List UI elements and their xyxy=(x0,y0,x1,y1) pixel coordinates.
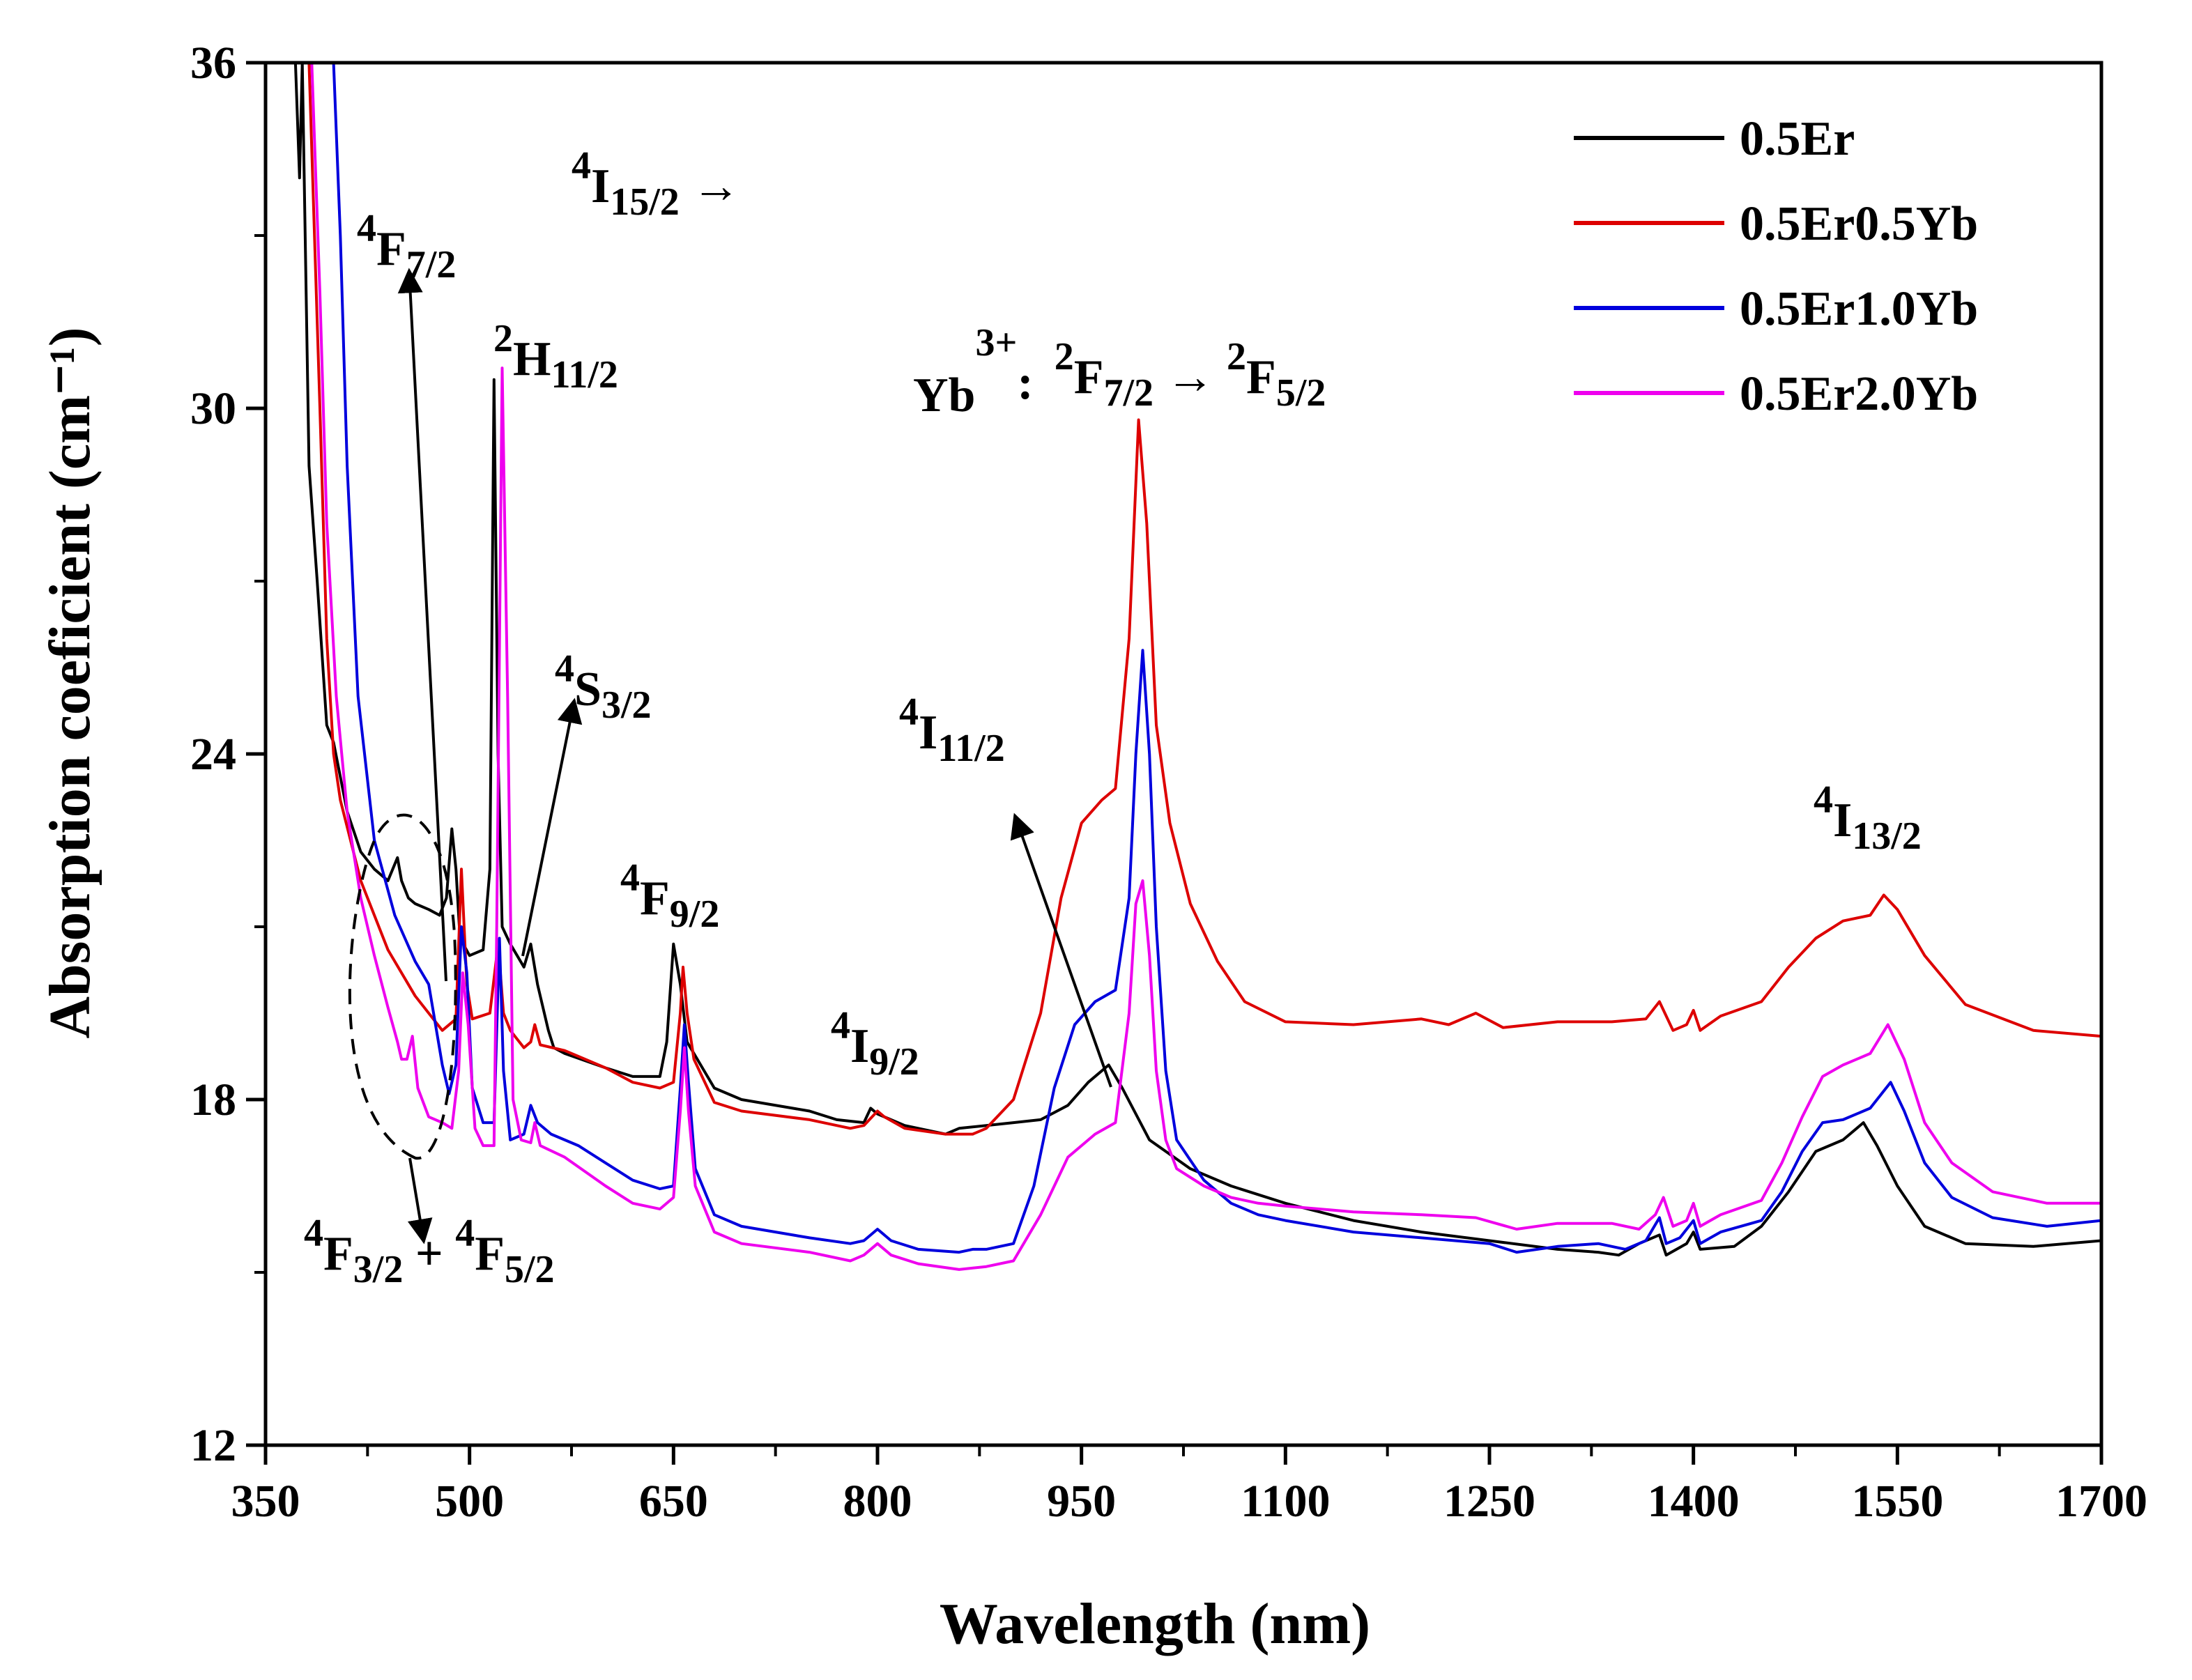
ann-sub: 5/2 xyxy=(505,1248,555,1291)
ann-base: H xyxy=(513,332,551,386)
ann-plus: + xyxy=(403,1227,455,1281)
ann-sup: 4 xyxy=(572,144,591,187)
ann-sub: 5/2 xyxy=(1276,371,1326,415)
ann-sub: 11/2 xyxy=(937,727,1004,770)
series-line-2 xyxy=(332,63,2101,1254)
x-tick-label: 350 xyxy=(231,1476,300,1527)
x-tick-label: 1250 xyxy=(1443,1476,1535,1527)
annotation-4F3/2-4F5/2: 4F3/2 + 4F5/2 xyxy=(304,1212,555,1291)
annotation-2H11/2: 2H11/2 xyxy=(493,317,618,396)
ann-base: I xyxy=(919,706,937,760)
ann-sup: 4 xyxy=(304,1212,323,1255)
ann-sub: 9/2 xyxy=(670,893,720,936)
ann-base: F xyxy=(376,222,406,276)
ann-sub: 15/2 xyxy=(610,180,680,224)
ann-yb-colon: : xyxy=(1017,356,1033,410)
y-axis: 12 18 24 30 36 xyxy=(190,38,266,1471)
x-tick-label: 800 xyxy=(843,1476,912,1527)
ann-sup: 4 xyxy=(831,1004,850,1047)
ann-sub: 9/2 xyxy=(869,1040,919,1084)
legend-label-2: 0.5Er1.0Yb xyxy=(1740,282,1978,336)
ann-sub: 13/2 xyxy=(1852,815,1922,858)
ann-sup: 4 xyxy=(357,207,376,250)
ann-base: F xyxy=(1074,350,1104,404)
ann-sup: 2 xyxy=(1227,335,1246,378)
annotation-4I13/2: 4I13/2 xyxy=(1814,778,1922,858)
y-tick-label: 24 xyxy=(190,729,236,780)
x-axis: 350 500 650 800 950 1100 1250 1400 1550 1700 xyxy=(231,1445,2147,1527)
ann-after: → xyxy=(680,160,741,213)
ann-sup: 2 xyxy=(493,317,513,360)
ann-arrow: → xyxy=(1154,350,1227,404)
ann-sub: 3/2 xyxy=(353,1248,404,1291)
legend-label-0: 0.5Er xyxy=(1740,112,1855,166)
ann-sup: 4 xyxy=(455,1212,475,1255)
plot-frame xyxy=(263,61,2103,1447)
ann-sup: 4 xyxy=(1814,778,1833,822)
x-tick-label: 1550 xyxy=(1851,1476,1943,1527)
ann-sub: 3/2 xyxy=(601,684,652,727)
ann-base: F xyxy=(1246,350,1276,404)
ann-yb-sup: 3+ xyxy=(975,321,1017,364)
y-tick-label: 18 xyxy=(190,1074,236,1125)
legend: 0.5Er 0.5Er0.5Yb 0.5Er1.0Yb 0.5Er2.0Yb xyxy=(1574,112,1978,421)
ann-sup: 4 xyxy=(555,647,574,691)
ann-sub: 11/2 xyxy=(551,353,618,396)
arrow-4F7/2 xyxy=(397,268,447,982)
ann-base: S xyxy=(574,663,601,716)
x-tick-label: 1400 xyxy=(1648,1476,1740,1527)
ann-base: F xyxy=(640,872,670,925)
y-tick-label: 36 xyxy=(190,38,236,88)
annotation-4I11/2: 4I11/2 xyxy=(899,691,1005,770)
series-line-1 xyxy=(307,63,2101,1136)
ann-base: I xyxy=(850,1019,869,1073)
annotation-4F9/2: 4F9/2 xyxy=(620,856,719,936)
series-layer xyxy=(293,63,2101,1271)
ann-base: F xyxy=(475,1227,505,1281)
annotation-4I9/2: 4I9/2 xyxy=(831,1004,919,1084)
annotation-4F7/2: 4F7/2 xyxy=(357,207,456,286)
ann-sup: 4 xyxy=(620,856,640,900)
ann-yb-base: Yb xyxy=(913,369,975,422)
annotation-transition-header: 4I15/2 → xyxy=(572,144,740,224)
ann-sup: 2 xyxy=(1055,335,1074,378)
y-axis-title: Absorption coeficient (cm⁻¹) xyxy=(38,327,102,1038)
dashed-ellipse xyxy=(348,813,457,1160)
ann-sub: 7/2 xyxy=(406,243,457,286)
ann-base: I xyxy=(1833,794,1852,847)
annotation-4S3/2: 4S3/2 xyxy=(555,647,652,727)
x-tick-label: 1700 xyxy=(2055,1476,2147,1527)
series-line-0 xyxy=(293,63,2101,1257)
annotation-yb-transition: Yb3+: 2F7/2 → 2F5/2 xyxy=(913,321,1326,422)
ann-base: F xyxy=(323,1227,353,1281)
series-line-3 xyxy=(310,63,2101,1271)
x-tick-label: 950 xyxy=(1047,1476,1116,1527)
y-tick-label: 12 xyxy=(190,1420,236,1471)
arrow-4I11/2 xyxy=(1010,812,1112,1088)
x-tick-label: 650 xyxy=(639,1476,708,1527)
arrow-4F3/2 xyxy=(407,1157,433,1244)
legend-label-1: 0.5Er0.5Yb xyxy=(1740,197,1978,251)
x-tick-label: 1100 xyxy=(1241,1476,1330,1527)
legend-label-3: 0.5Er2.0Yb xyxy=(1740,367,1978,421)
x-axis-title: Wavelength (nm) xyxy=(940,1592,1370,1656)
x-tick-label: 500 xyxy=(435,1476,504,1527)
ann-sup: 4 xyxy=(899,691,919,734)
arrow-4S3/2 xyxy=(521,698,583,957)
ann-sub: 7/2 xyxy=(1103,371,1154,415)
y-tick-label: 30 xyxy=(190,383,236,434)
annotation-layer: 4I15/2 → 4F7/2 2H11/2 4S3/2 4F9/2 4I9/2 … xyxy=(304,144,1922,1291)
ann-base: I xyxy=(591,160,610,213)
